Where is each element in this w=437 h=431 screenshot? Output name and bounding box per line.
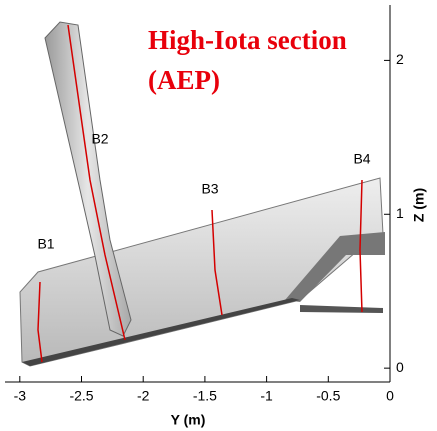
x-axis-label: Y (m): [171, 412, 206, 428]
x-tick-label: -3: [14, 388, 27, 404]
x-tick-label: -2.5: [69, 388, 93, 404]
y-tick-label: 1: [396, 205, 404, 221]
x-tick-label: -1.5: [193, 388, 217, 404]
annotation: B2: [91, 131, 108, 147]
annotation: B1: [37, 236, 54, 252]
x-tick-label: -1: [260, 388, 273, 404]
x-tick-label: -2: [137, 388, 150, 404]
y-tick-label: 2: [396, 51, 404, 67]
chart-title: High-Iota section (AEP): [148, 20, 383, 100]
annotation: B4: [353, 151, 370, 167]
x-tick-label: 0: [386, 388, 394, 404]
y-axis-label: Z (m): [411, 188, 427, 222]
x-tick-label: -0.5: [316, 388, 340, 404]
y-tick-label: 0: [396, 359, 404, 375]
annotation: B3: [201, 181, 218, 197]
page: Z (m) Y (m) B1 B2 B3 B4 -3 -2.5 -2 -1.5 -1 -0…: [0, 0, 437, 431]
